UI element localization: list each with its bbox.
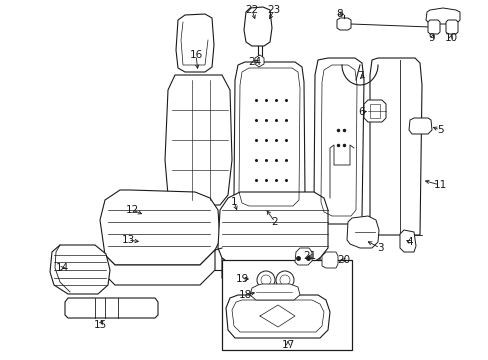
Text: 13: 13 (121, 235, 134, 245)
Text: 10: 10 (444, 33, 457, 43)
Text: 8: 8 (336, 9, 343, 19)
Text: 21: 21 (303, 251, 316, 261)
Text: 20: 20 (337, 255, 350, 265)
Text: 17: 17 (281, 340, 294, 350)
Text: 7: 7 (356, 71, 363, 81)
Polygon shape (321, 252, 337, 268)
Text: 18: 18 (238, 290, 251, 300)
Polygon shape (218, 192, 327, 265)
Polygon shape (369, 58, 421, 235)
Polygon shape (313, 58, 363, 224)
Text: 12: 12 (125, 205, 138, 215)
Polygon shape (225, 295, 329, 338)
Polygon shape (65, 298, 158, 318)
Text: 5: 5 (436, 125, 443, 135)
Text: 2: 2 (271, 217, 278, 227)
Bar (222, 260, 351, 350)
Polygon shape (445, 20, 457, 34)
Polygon shape (164, 75, 231, 205)
Text: 22: 22 (245, 5, 258, 15)
Polygon shape (50, 245, 110, 294)
Polygon shape (254, 55, 264, 67)
Polygon shape (222, 258, 319, 288)
Polygon shape (244, 7, 271, 46)
Text: 15: 15 (93, 320, 106, 330)
Polygon shape (336, 18, 350, 30)
Polygon shape (425, 8, 459, 24)
Text: 9: 9 (428, 33, 434, 43)
Polygon shape (234, 62, 305, 213)
Text: 16: 16 (189, 50, 202, 60)
Text: 14: 14 (55, 263, 68, 273)
Text: 24: 24 (248, 57, 261, 67)
Polygon shape (105, 250, 215, 285)
Polygon shape (363, 100, 385, 122)
Text: 1: 1 (230, 197, 237, 207)
Polygon shape (346, 216, 378, 248)
Text: 3: 3 (376, 243, 383, 253)
Polygon shape (427, 20, 439, 34)
Text: 19: 19 (235, 274, 248, 284)
Polygon shape (399, 230, 415, 252)
Text: 6: 6 (358, 107, 365, 117)
Text: 23: 23 (267, 5, 280, 15)
Polygon shape (294, 248, 311, 265)
Text: 4: 4 (406, 237, 412, 247)
Text: 11: 11 (432, 180, 446, 190)
Polygon shape (408, 118, 431, 134)
Polygon shape (100, 190, 220, 265)
Polygon shape (176, 14, 214, 72)
Polygon shape (249, 284, 299, 300)
